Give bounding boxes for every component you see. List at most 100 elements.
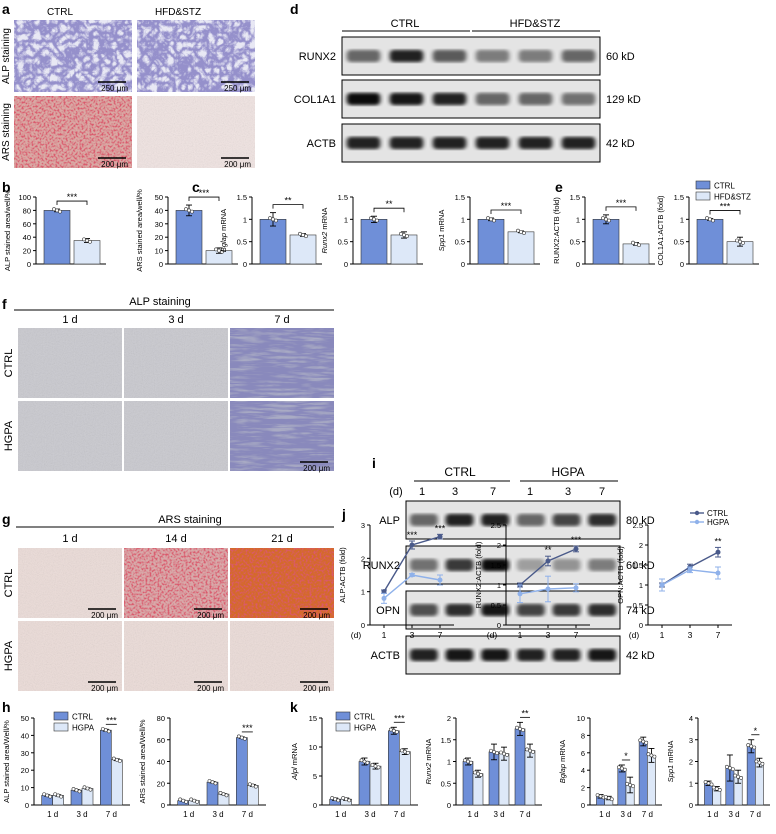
legend-swatch-h [53,711,69,721]
micrograph-f-hgpa-7d [230,401,334,471]
col-header: 7 d [274,314,289,326]
blot-label: ACTB [371,650,400,662]
blot-i-group-hgpa: HGPA [551,465,584,479]
blot-band-1 [409,603,438,617]
blot-band-1 [409,558,438,572]
legend-label-h: CTRL [72,713,93,722]
scale-bar-label: 200 μm [197,684,224,693]
blot-band-5 [552,648,581,662]
y-axis-label-gene: Spp1 [437,234,446,252]
panel-letter: h [2,699,11,715]
significance-mark: *** [67,192,78,202]
image-texture [18,621,122,691]
significance-mark: *** [394,713,405,723]
bar-ctrl [638,741,648,806]
chart-c1: 0 0.5 1 1.5 ** Bglap mRNA [219,193,322,269]
image-texture [18,328,122,398]
significance-mark: *** [435,523,446,533]
blot-i-alp [405,500,621,540]
col-header: 3 d [168,314,183,326]
blot-band-2 [389,49,424,63]
y-tick-label: 20 [21,766,29,775]
data-point [58,209,62,214]
x-tick-label: 1 d [707,810,718,819]
data-point [652,754,657,759]
y-tick-label: 4 [689,714,693,723]
y-axis-label-suffix: mRNA [219,209,228,233]
blot-band-1 [346,49,381,63]
panel-letter: j [341,506,346,522]
blot-label: RUNX2 [299,51,336,63]
y-tick-label: 0.5 [237,238,247,247]
y-tick-label: 2 [447,714,451,723]
y-axis-label: COL1A1:ACTB (fold) [656,195,665,266]
blot-i-group-ctrl: CTRL [444,465,476,479]
y-tick-label: 0 [461,260,465,269]
blot-label: RUNX2 [363,560,400,572]
micrograph-g-ctrl-21d [230,548,334,618]
x-tick-label: 1 d [183,810,194,819]
y-axis-label: Runx2 mRNA [320,208,329,254]
chart-j1: 0 1 2 3 1 3 7 (d) *** *** ALP:ACTB (fold) [338,521,454,640]
row-header: HGPA [3,420,15,451]
micrograph-g-ctrl-1d [18,548,122,618]
micrograph-f-hgpa-1d [18,401,122,471]
chart-k3: 0 2 4 6 8 10 1 d 3 d * 7 d Bglap mRNA [558,714,662,819]
significance-mark: * [624,751,628,761]
data-point [644,740,649,745]
bar-ctrl [746,745,756,806]
blot-band-4 [475,92,510,106]
x-tick-label: 1 d [335,810,346,819]
data-point-hgpa [659,582,665,588]
scale-bar-label: 200 μm [303,611,330,620]
significance-mark: *** [571,535,582,545]
data-point [609,797,614,802]
y-axis-label: OPN:ACTB (fold) [616,546,625,604]
y-axis-label: ALP stained area/well/% [3,190,12,271]
blot-band-5 [552,603,581,617]
data-point [304,234,308,239]
y-tick-label: 20 [23,247,31,256]
bar-hgpa [247,785,259,806]
y-axis-label: Bglap mRNA [219,209,228,252]
y-tick-label: 30 [21,749,29,758]
micrograph-g-hgpa-21d [230,621,334,691]
scale-bar-label: 200 μm [224,160,251,169]
y-tick-label: 1.5 [338,193,348,202]
micrograph-g-hgpa-1d [18,621,122,691]
data-point-hgpa [573,585,579,591]
y-tick-label: 2.5 [491,521,501,530]
blot-band-3 [481,558,510,572]
y-tick-label: 2.5 [633,521,643,530]
blot-band-6 [561,49,596,63]
blot-band-3 [481,603,510,617]
row-header-ars: ARS staining [1,103,12,161]
scale-bar-label: 200 μm [91,684,118,693]
data-point [607,218,611,223]
chart-e2: 0 0.5 1 1.5 *** COL1A1:ACTB (fold) [656,193,759,269]
scale-bar-label: 200 μm [101,160,128,169]
panel-letter: d [290,1,299,17]
data-point [224,793,229,798]
significance-mark: ** [521,708,529,718]
panel-g-title: ARS staining [158,514,222,526]
data-point [184,799,189,804]
y-tick-label: 0 [680,260,684,269]
chart-h1: 0 10 20 30 40 50 1 d 3 d 7 d *** ALP stained area/… [2,714,130,819]
chart-c3: 0 0.5 1 1.5 *** Spp1 mRNA [437,193,540,269]
bar-ctrl [592,219,620,265]
x-tick-label: 3 d [364,810,375,819]
micrograph-f-ctrl-7d [230,328,334,398]
x-tick-label: 3 d [212,810,223,819]
image-texture [18,548,122,618]
col-header-ctrl: CTRL [47,7,74,18]
blot-d-group-hfd-stz: HFD&STZ [510,18,561,30]
legend-label-k: HGPA [354,724,377,733]
y-tick-label: 1 [361,588,365,597]
y-tick-label: 40 [157,758,165,767]
data-point [495,751,499,756]
blot-band-5 [518,92,553,106]
blot-band-2 [445,513,474,527]
y-tick-label: 1 [689,779,693,788]
